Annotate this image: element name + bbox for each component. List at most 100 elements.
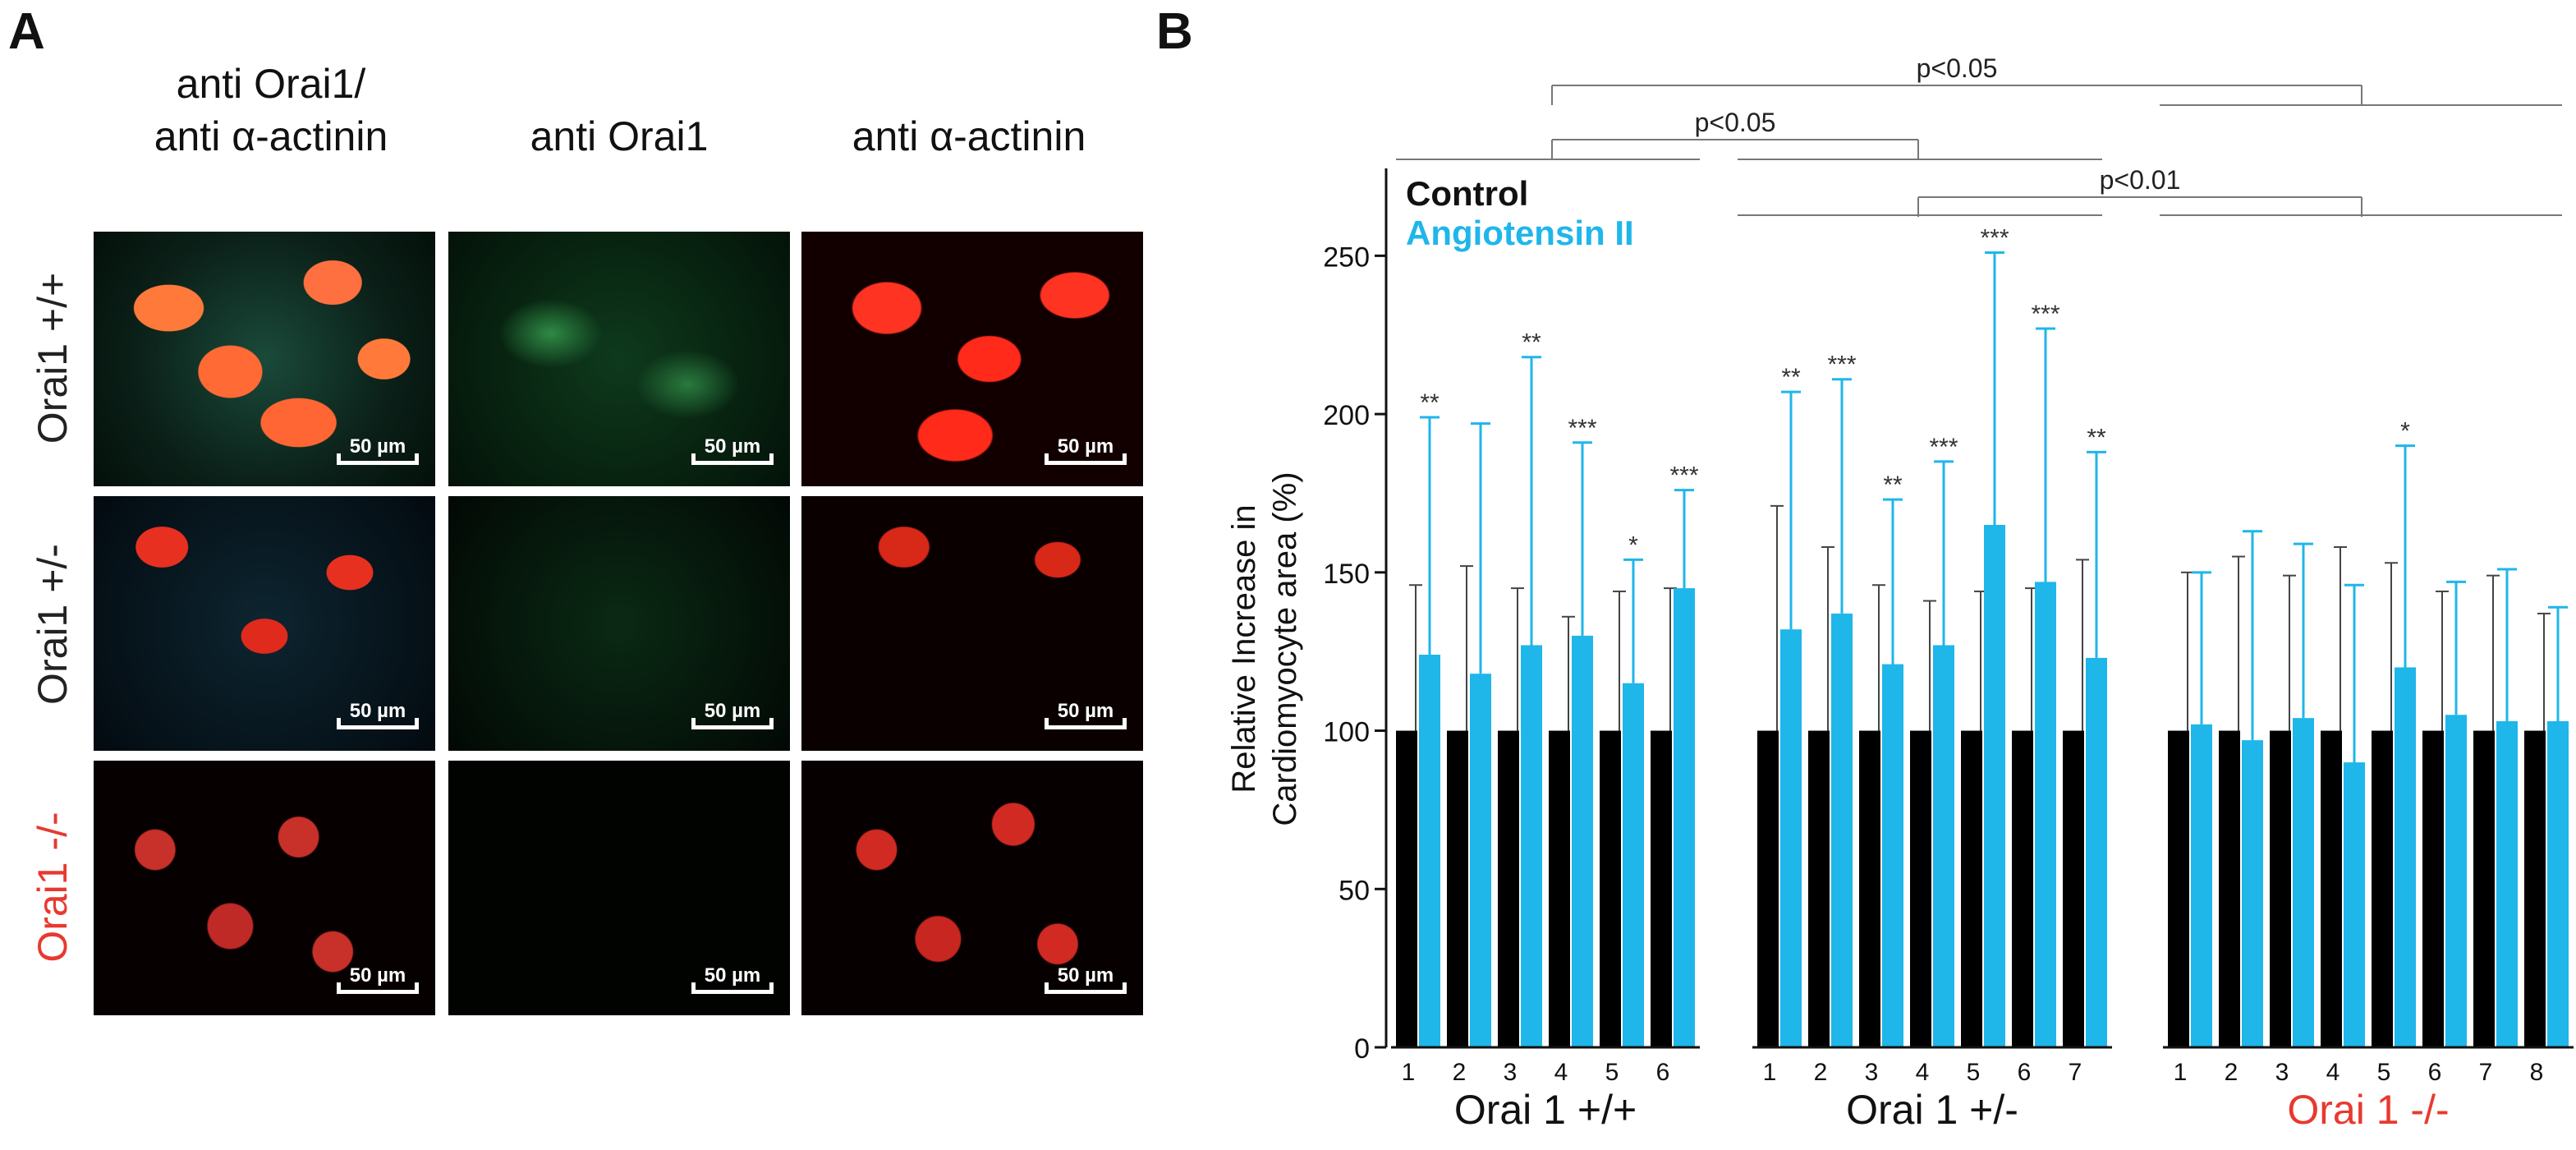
bar-control — [2168, 730, 2189, 1047]
group-label: Orai 1 +/+ — [1453, 1087, 1637, 1133]
y-tick-label: 150 — [1323, 559, 1370, 590]
significance-marker: *** — [2031, 301, 2059, 328]
significance-marker: * — [2400, 418, 2410, 445]
group-label: Orai 1 -/- — [2287, 1087, 2450, 1133]
significance-marker: ** — [2087, 424, 2106, 451]
bar-angiotensin — [2086, 657, 2107, 1047]
bar-control — [1651, 730, 1672, 1047]
bar-control — [1757, 730, 1779, 1047]
bar-angiotensin — [2293, 718, 2314, 1047]
bar-control — [2372, 730, 2393, 1047]
bracket-right-label: p<0.01 — [2100, 165, 2181, 195]
bar-control — [2473, 730, 2495, 1047]
significance-marker: *** — [1929, 434, 1958, 461]
bar-angiotensin — [2395, 667, 2416, 1047]
y-tick-label: 50 — [1339, 875, 1370, 906]
group-label: Orai 1 +/- — [1846, 1087, 2018, 1133]
bar-control — [2063, 730, 2084, 1047]
x-tick-label: 4 — [1916, 1059, 1930, 1086]
scale-bar: 50 µm — [691, 435, 774, 468]
bar-control — [1808, 730, 1830, 1047]
scale-bar: 50 µm — [691, 700, 774, 733]
bar-control — [2012, 730, 2033, 1047]
significance-marker: ** — [1781, 364, 1801, 391]
bar-angiotensin — [2445, 715, 2467, 1047]
x-tick-label: 5 — [1967, 1059, 1981, 1086]
x-tick-label: 3 — [1504, 1059, 1518, 1086]
bar-control — [1961, 730, 1982, 1047]
x-tick-label: 2 — [1453, 1059, 1467, 1086]
scale-bar: 50 µm — [337, 435, 419, 468]
bar-angiotensin — [1419, 655, 1440, 1047]
bracket-middle-label: p<0.05 — [1695, 108, 1776, 137]
significance-marker: ** — [1522, 329, 1541, 356]
micrograph-wt-merge: 50 µm — [94, 232, 435, 486]
bar-angiotensin — [1470, 674, 1491, 1047]
bar-angiotensin — [2242, 740, 2263, 1047]
x-tick-label: 6 — [2018, 1059, 2032, 1086]
micrograph-wt-actinin: 50 µm — [801, 232, 1143, 486]
bar-angiotensin — [1623, 683, 1644, 1047]
bar-control — [1396, 730, 1417, 1047]
bar-angiotensin — [2191, 724, 2212, 1047]
bar-angiotensin — [2547, 720, 2569, 1047]
bar-control — [2321, 730, 2342, 1047]
significance-marker: * — [1628, 531, 1638, 559]
micrograph-het-merge: 50 µm — [94, 496, 435, 751]
x-tick-label: 5 — [2377, 1059, 2391, 1086]
y-tick-label: 0 — [1354, 1033, 1370, 1065]
bar-control — [1859, 730, 1880, 1047]
bar-angiotensin — [2496, 720, 2518, 1047]
chart-legend: Control Angiotensin II — [1406, 174, 1634, 253]
x-tick-label: 8 — [2530, 1059, 2544, 1086]
x-tick-label: 6 — [2428, 1059, 2442, 1086]
bar-angiotensin — [1984, 525, 2005, 1047]
bar-angiotensin — [1572, 635, 1593, 1047]
scale-bar: 50 µm — [1045, 964, 1127, 997]
x-tick-label: 1 — [2174, 1059, 2188, 1086]
scale-bar: 50 µm — [337, 964, 419, 997]
x-tick-label: 4 — [2326, 1059, 2340, 1086]
bar-angiotensin — [2344, 762, 2365, 1047]
legend-entry-angiotensin: Angiotensin II — [1406, 214, 1634, 252]
scale-bar: 50 µm — [1045, 700, 1127, 733]
significance-marker: *** — [1568, 415, 1596, 442]
bar-control — [1600, 730, 1621, 1047]
bar-angiotensin — [1933, 645, 1954, 1047]
bar-control — [1498, 730, 1519, 1047]
x-tick-label: 7 — [2479, 1059, 2493, 1086]
bar-angiotensin — [1521, 645, 1542, 1047]
bar-control — [2219, 730, 2240, 1047]
scale-bar: 50 µm — [1045, 435, 1127, 468]
micrograph-wt-orai1: 50 µm — [448, 232, 790, 486]
bracket-top-label: p<0.05 — [1917, 53, 1998, 83]
column-header-orai1: anti Orai1 — [530, 113, 709, 159]
bar-angiotensin — [2035, 582, 2056, 1047]
bar-angiotensin — [1674, 588, 1695, 1047]
x-tick-label: 2 — [1814, 1059, 1828, 1086]
x-tick-label: 6 — [1656, 1059, 1670, 1086]
panel-b-letter: B — [1156, 3, 1193, 60]
bar-control — [1910, 730, 1931, 1047]
bar-angiotensin — [1882, 664, 1903, 1047]
micrograph-het-orai1: 50 µm — [448, 496, 790, 751]
bar-control — [1447, 730, 1468, 1047]
x-tick-label: 3 — [1865, 1059, 1879, 1086]
significance-marker: *** — [1827, 352, 1856, 379]
significance-marker: *** — [1669, 462, 1698, 490]
column-header-merge: anti Orai1/ anti α-actinin — [154, 61, 388, 159]
bar-control — [1549, 730, 1570, 1047]
bar-angiotensin — [1780, 629, 1802, 1047]
panel-a-letter: A — [8, 3, 45, 60]
column-header-actinin: anti α-actinin — [852, 113, 1086, 159]
x-tick-label: 4 — [1554, 1059, 1568, 1086]
significance-marker: ** — [1420, 389, 1440, 416]
micrograph-het-actinin: 50 µm — [801, 496, 1143, 751]
x-tick-label: 2 — [2225, 1059, 2239, 1086]
y-tick-label: 200 — [1323, 400, 1370, 431]
significance-marker: ** — [1883, 472, 1903, 499]
x-tick-label: 1 — [1402, 1059, 1416, 1086]
x-tick-label: 7 — [2069, 1059, 2082, 1086]
micrograph-ko-merge: 50 µm — [94, 761, 435, 1015]
